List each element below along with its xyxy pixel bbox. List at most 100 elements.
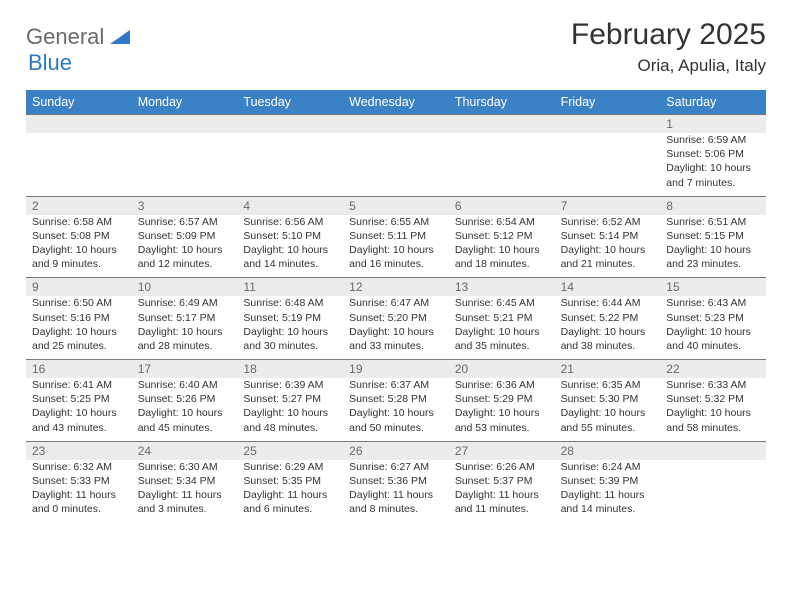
day-details: Sunrise: 6:45 AMSunset: 5:21 PMDaylight:… (455, 296, 549, 353)
daylight-line: Daylight: 11 hours and 14 minutes. (561, 488, 655, 516)
day-number: 27 (449, 442, 555, 460)
day-number: 13 (449, 278, 555, 296)
sunset-line: Sunset: 5:12 PM (455, 229, 549, 243)
daylight-line: Daylight: 11 hours and 0 minutes. (32, 488, 126, 516)
day-number-row: 1 (26, 114, 766, 133)
day-number: 25 (237, 442, 343, 460)
week-row: Sunrise: 6:41 AMSunset: 5:25 PMDaylight:… (26, 378, 766, 441)
sunrise-line: Sunrise: 6:55 AM (349, 215, 443, 229)
weekday-friday: Friday (555, 90, 661, 114)
day-cell: Sunrise: 6:47 AMSunset: 5:20 PMDaylight:… (343, 296, 449, 359)
sunset-line: Sunset: 5:29 PM (455, 392, 549, 406)
day-details: Sunrise: 6:56 AMSunset: 5:10 PMDaylight:… (243, 215, 337, 272)
day-number: 2 (26, 197, 132, 215)
day-details: Sunrise: 6:41 AMSunset: 5:25 PMDaylight:… (32, 378, 126, 435)
day-number: 11 (237, 278, 343, 296)
day-cell: Sunrise: 6:39 AMSunset: 5:27 PMDaylight:… (237, 378, 343, 441)
sunset-line: Sunset: 5:27 PM (243, 392, 337, 406)
day-details: Sunrise: 6:51 AMSunset: 5:15 PMDaylight:… (666, 215, 760, 272)
weekday-saturday: Saturday (660, 90, 766, 114)
sunset-line: Sunset: 5:10 PM (243, 229, 337, 243)
daylight-line: Daylight: 10 hours and 40 minutes. (666, 325, 760, 353)
daylight-line: Daylight: 10 hours and 50 minutes. (349, 406, 443, 434)
day-number-row: 9101112131415 (26, 277, 766, 296)
sunrise-line: Sunrise: 6:56 AM (243, 215, 337, 229)
day-details: Sunrise: 6:44 AMSunset: 5:22 PMDaylight:… (561, 296, 655, 353)
daylight-line: Daylight: 10 hours and 25 minutes. (32, 325, 126, 353)
day-number (660, 442, 766, 460)
day-details: Sunrise: 6:35 AMSunset: 5:30 PMDaylight:… (561, 378, 655, 435)
day-details: Sunrise: 6:36 AMSunset: 5:29 PMDaylight:… (455, 378, 549, 435)
day-number (132, 115, 238, 133)
day-cell (26, 133, 132, 196)
day-details: Sunrise: 6:26 AMSunset: 5:37 PMDaylight:… (455, 460, 549, 517)
daylight-line: Daylight: 10 hours and 28 minutes. (138, 325, 232, 353)
daylight-line: Daylight: 10 hours and 45 minutes. (138, 406, 232, 434)
day-cell (132, 133, 238, 196)
sunset-line: Sunset: 5:39 PM (561, 474, 655, 488)
day-cell (449, 133, 555, 196)
sunrise-line: Sunrise: 6:29 AM (243, 460, 337, 474)
daylight-line: Daylight: 10 hours and 21 minutes. (561, 243, 655, 271)
sunrise-line: Sunrise: 6:24 AM (561, 460, 655, 474)
daylight-line: Daylight: 10 hours and 9 minutes. (32, 243, 126, 271)
day-cell: Sunrise: 6:40 AMSunset: 5:26 PMDaylight:… (132, 378, 238, 441)
day-details: Sunrise: 6:37 AMSunset: 5:28 PMDaylight:… (349, 378, 443, 435)
day-number: 1 (660, 115, 766, 133)
sunset-line: Sunset: 5:21 PM (455, 311, 549, 325)
day-cell: Sunrise: 6:27 AMSunset: 5:36 PMDaylight:… (343, 460, 449, 523)
day-number: 21 (555, 360, 661, 378)
day-details: Sunrise: 6:54 AMSunset: 5:12 PMDaylight:… (455, 215, 549, 272)
sunset-line: Sunset: 5:19 PM (243, 311, 337, 325)
week-row: Sunrise: 6:32 AMSunset: 5:33 PMDaylight:… (26, 460, 766, 523)
daylight-line: Daylight: 10 hours and 48 minutes. (243, 406, 337, 434)
sunset-line: Sunset: 5:16 PM (32, 311, 126, 325)
sunrise-line: Sunrise: 6:43 AM (666, 296, 760, 310)
day-cell: Sunrise: 6:45 AMSunset: 5:21 PMDaylight:… (449, 296, 555, 359)
weekday-tuesday: Tuesday (237, 90, 343, 114)
day-number: 5 (343, 197, 449, 215)
day-number: 14 (555, 278, 661, 296)
day-number (237, 115, 343, 133)
day-cell (237, 133, 343, 196)
daylight-line: Daylight: 10 hours and 58 minutes. (666, 406, 760, 434)
day-number: 19 (343, 360, 449, 378)
day-number (555, 115, 661, 133)
day-number (26, 115, 132, 133)
sunset-line: Sunset: 5:23 PM (666, 311, 760, 325)
daylight-line: Daylight: 10 hours and 33 minutes. (349, 325, 443, 353)
weekday-wednesday: Wednesday (343, 90, 449, 114)
sunrise-line: Sunrise: 6:37 AM (349, 378, 443, 392)
day-cell (343, 133, 449, 196)
day-cell: Sunrise: 6:30 AMSunset: 5:34 PMDaylight:… (132, 460, 238, 523)
day-number: 23 (26, 442, 132, 460)
day-number: 6 (449, 197, 555, 215)
sunrise-line: Sunrise: 6:33 AM (666, 378, 760, 392)
day-cell: Sunrise: 6:26 AMSunset: 5:37 PMDaylight:… (449, 460, 555, 523)
brand-general: General (26, 24, 104, 49)
calendar-body: 1Sunrise: 6:59 AMSunset: 5:06 PMDaylight… (26, 114, 766, 522)
week-row: Sunrise: 6:59 AMSunset: 5:06 PMDaylight:… (26, 133, 766, 196)
sunrise-line: Sunrise: 6:52 AM (561, 215, 655, 229)
sunrise-line: Sunrise: 6:40 AM (138, 378, 232, 392)
sunrise-line: Sunrise: 6:44 AM (561, 296, 655, 310)
sunrise-line: Sunrise: 6:32 AM (32, 460, 126, 474)
day-details: Sunrise: 6:30 AMSunset: 5:34 PMDaylight:… (138, 460, 232, 517)
sunset-line: Sunset: 5:34 PM (138, 474, 232, 488)
day-cell: Sunrise: 6:32 AMSunset: 5:33 PMDaylight:… (26, 460, 132, 523)
day-details: Sunrise: 6:40 AMSunset: 5:26 PMDaylight:… (138, 378, 232, 435)
daylight-line: Daylight: 10 hours and 7 minutes. (666, 161, 760, 189)
day-details: Sunrise: 6:33 AMSunset: 5:32 PMDaylight:… (666, 378, 760, 435)
sunrise-line: Sunrise: 6:26 AM (455, 460, 549, 474)
day-number: 18 (237, 360, 343, 378)
sunrise-line: Sunrise: 6:59 AM (666, 133, 760, 147)
day-details: Sunrise: 6:47 AMSunset: 5:20 PMDaylight:… (349, 296, 443, 353)
week-row: Sunrise: 6:58 AMSunset: 5:08 PMDaylight:… (26, 215, 766, 278)
sunset-line: Sunset: 5:09 PM (138, 229, 232, 243)
sunrise-line: Sunrise: 6:47 AM (349, 296, 443, 310)
daylight-line: Daylight: 11 hours and 3 minutes. (138, 488, 232, 516)
brand-blue: Blue (28, 50, 72, 75)
day-number: 9 (26, 278, 132, 296)
sunrise-line: Sunrise: 6:27 AM (349, 460, 443, 474)
day-cell: Sunrise: 6:41 AMSunset: 5:25 PMDaylight:… (26, 378, 132, 441)
